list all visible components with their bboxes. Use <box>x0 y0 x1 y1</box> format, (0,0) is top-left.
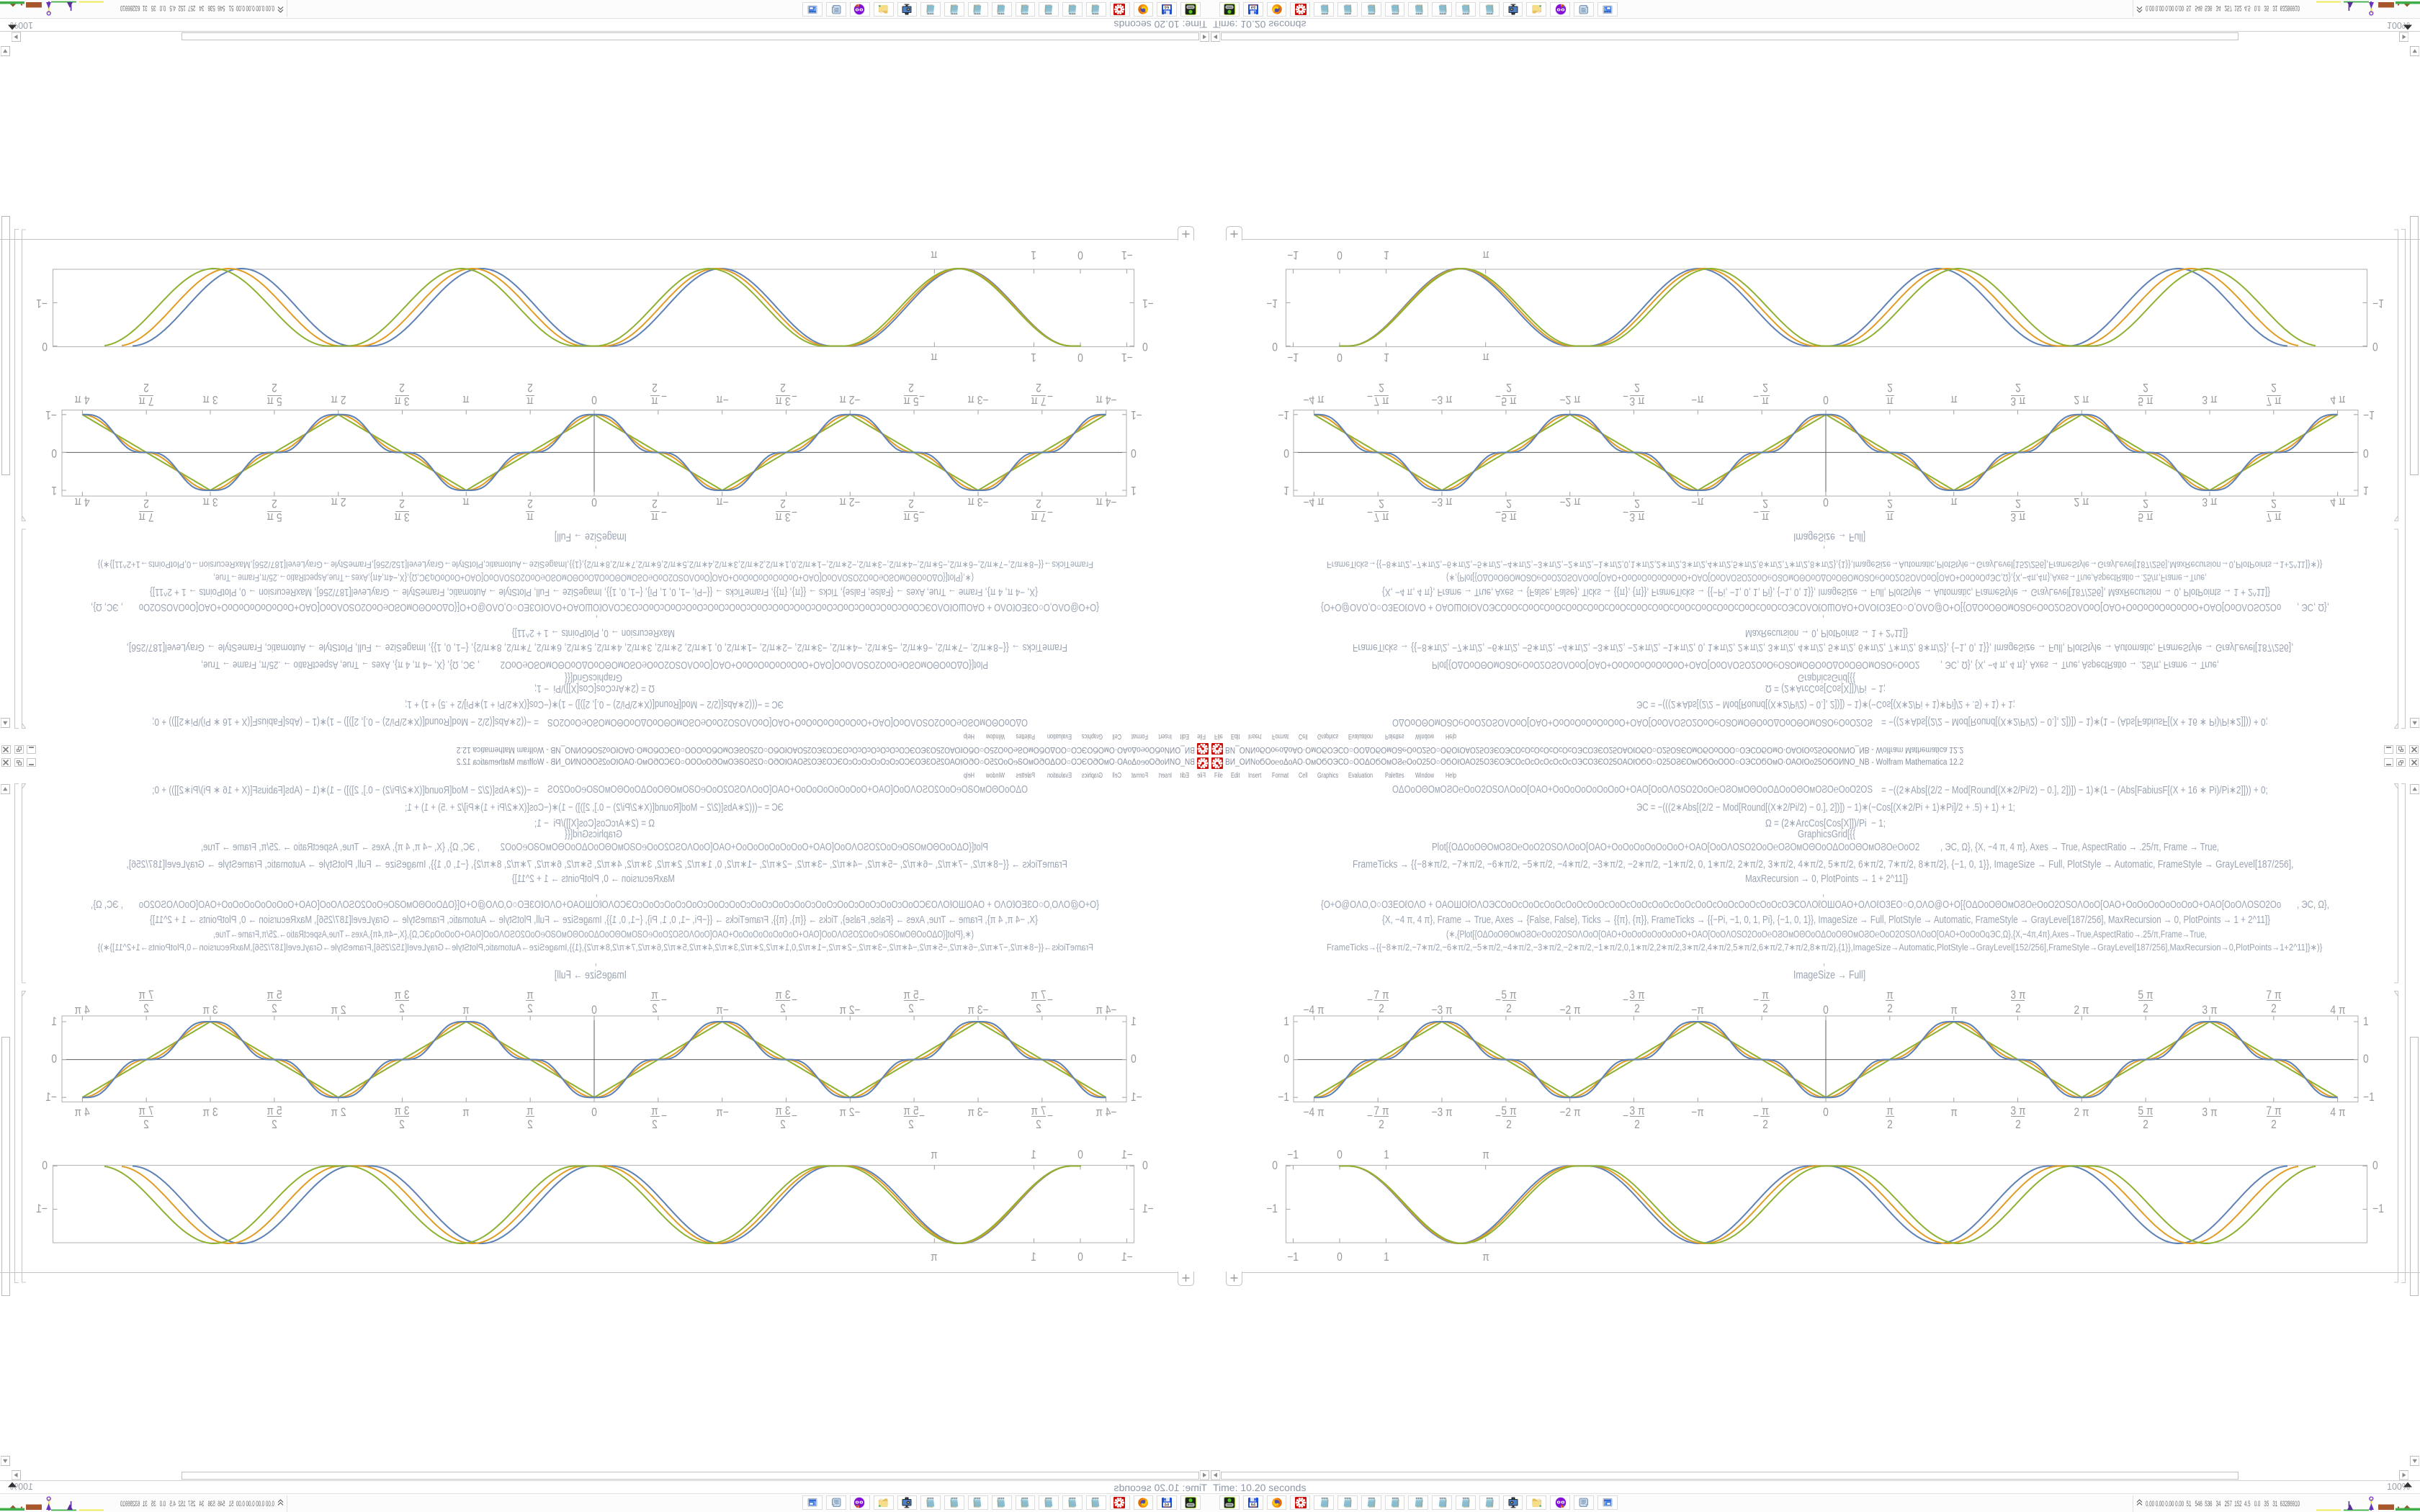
svg-text:64: 64 <box>1251 5 1256 9</box>
svg-text:64: 64 <box>1164 1503 1169 1507</box>
svg-text:64: 64 <box>1251 1503 1256 1507</box>
svg-text:64: 64 <box>1164 5 1169 9</box>
